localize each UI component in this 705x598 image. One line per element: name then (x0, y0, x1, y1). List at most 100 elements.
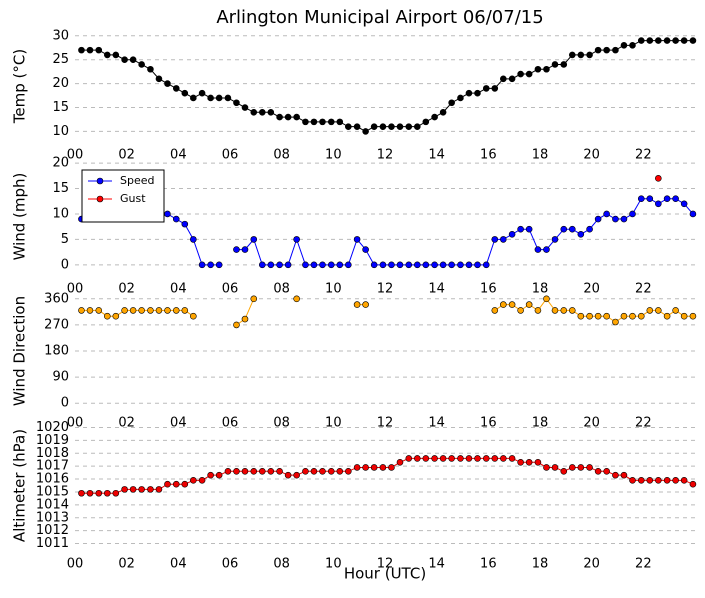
data-point (155, 307, 163, 314)
series-line (81, 297, 693, 326)
data-point (233, 321, 240, 329)
data-point (439, 455, 447, 462)
data-point (379, 261, 387, 269)
data-point (543, 65, 550, 73)
data-point (172, 85, 180, 92)
x-tick-label: 18 (532, 416, 549, 431)
data-point (250, 109, 258, 116)
data-point (457, 455, 464, 462)
data-point (448, 455, 455, 462)
x-tick-label: 02 (118, 148, 135, 163)
data-point (655, 477, 662, 484)
y-tick-label: 360 (44, 291, 69, 306)
data-point (250, 295, 258, 303)
data-point (543, 246, 550, 253)
data-point (241, 104, 249, 111)
data-point (672, 307, 679, 314)
data-point (560, 307, 568, 314)
data-point (207, 471, 214, 479)
data-point (534, 458, 542, 466)
data-point (413, 455, 421, 462)
x-tick-label: 08 (273, 557, 290, 572)
x-tick-label: 04 (170, 416, 187, 431)
data-point (319, 468, 326, 475)
data-point (474, 261, 481, 269)
x-tick-label: 12 (377, 557, 394, 572)
data-point (147, 307, 154, 314)
data-point (620, 312, 628, 320)
x-tick-label: 02 (118, 557, 135, 572)
data-point (164, 480, 171, 488)
data-point (646, 37, 654, 44)
data-point (689, 37, 697, 44)
y-tick-label: 0 (61, 257, 69, 272)
data-point (353, 301, 361, 308)
data-point (310, 118, 318, 126)
data-point (345, 123, 352, 130)
data-point (78, 46, 85, 54)
data-point (370, 261, 378, 269)
data-point (672, 195, 679, 202)
data-point (689, 480, 697, 488)
y-tick-label: 30 (52, 28, 69, 43)
data-point (568, 225, 576, 233)
data-point (465, 89, 473, 97)
legend-box (81, 169, 165, 223)
data-point (517, 225, 524, 233)
x-tick-label: 12 (377, 416, 394, 431)
data-point (586, 51, 593, 59)
data-point (612, 46, 619, 54)
data-point (327, 118, 335, 126)
data-point (233, 468, 240, 475)
y-tick-label: 180 (44, 344, 69, 359)
data-point (95, 307, 103, 314)
x-tick-label: 06 (222, 557, 239, 572)
data-point (620, 471, 628, 479)
data-point (680, 312, 688, 320)
data-point (413, 123, 421, 130)
data-point (620, 42, 628, 49)
data-point (388, 261, 395, 269)
data-point (224, 94, 232, 102)
data-point (603, 468, 610, 475)
data-point (310, 468, 318, 475)
data-point (181, 89, 189, 97)
x-tick-label: 12 (377, 282, 394, 297)
x-tick-label: 14 (428, 557, 445, 572)
data-point (250, 236, 258, 243)
data-point (172, 307, 180, 314)
data-point (629, 477, 636, 484)
x-tick-label: 18 (532, 557, 549, 572)
data-point (568, 307, 576, 314)
data-point (379, 123, 387, 130)
data-point (422, 455, 430, 462)
data-point (663, 195, 671, 202)
data-point (250, 468, 258, 475)
data-point (637, 312, 645, 320)
data-point (86, 307, 94, 314)
y-tick-label: 20 (52, 76, 69, 91)
data-point (396, 261, 404, 269)
data-point (362, 246, 369, 253)
data-point (164, 210, 171, 218)
data-point (215, 261, 223, 269)
x-tick-label: 14 (428, 148, 445, 163)
data-point (215, 94, 223, 102)
data-point (190, 236, 197, 243)
data-point (121, 486, 128, 493)
y-tick-label: 1018 (36, 446, 69, 461)
data-point (551, 236, 559, 243)
data-point (353, 464, 361, 471)
data-point (267, 261, 275, 269)
x-tick-label: 10 (325, 557, 342, 572)
y-tick-label: 15 (52, 100, 69, 115)
y-tick-label: 1014 (36, 497, 69, 512)
data-point (646, 195, 654, 202)
y-tick-label: 1011 (36, 536, 69, 551)
data-point (603, 210, 610, 218)
data-point (491, 307, 499, 314)
data-point (164, 80, 171, 87)
data-point (138, 61, 145, 68)
data-point (508, 455, 516, 462)
data-point (655, 200, 662, 208)
